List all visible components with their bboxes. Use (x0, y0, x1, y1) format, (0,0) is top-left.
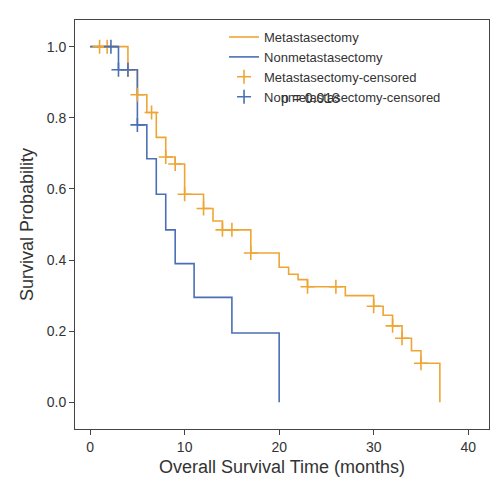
svg-text:0.6: 0.6 (47, 181, 67, 197)
svg-text:0.0: 0.0 (47, 394, 67, 410)
svg-text:Metastasectomy-censored: Metastasectomy-censored (264, 70, 416, 85)
svg-text:p = 0.018: p = 0.018 (281, 90, 340, 106)
svg-text:0.2: 0.2 (47, 323, 67, 339)
svg-text:Nonmetastasectomy: Nonmetastasectomy (264, 50, 383, 65)
svg-text:20: 20 (271, 439, 287, 455)
svg-text:30: 30 (366, 439, 382, 455)
svg-text:0: 0 (86, 439, 94, 455)
svg-text:Nonmetastasectomy-censored: Nonmetastasectomy-censored (264, 90, 440, 105)
svg-text:Overall Survival Time (months): Overall Survival Time (months) (159, 457, 405, 477)
svg-text:10: 10 (177, 439, 193, 455)
svg-text:Metastasectomy: Metastasectomy (264, 30, 359, 45)
svg-text:40: 40 (460, 439, 476, 455)
svg-text:Survival Probability: Survival Probability (17, 148, 37, 301)
svg-text:1.0: 1.0 (47, 39, 67, 55)
svg-text:0.4: 0.4 (47, 252, 67, 268)
svg-text:0.8: 0.8 (47, 110, 67, 126)
